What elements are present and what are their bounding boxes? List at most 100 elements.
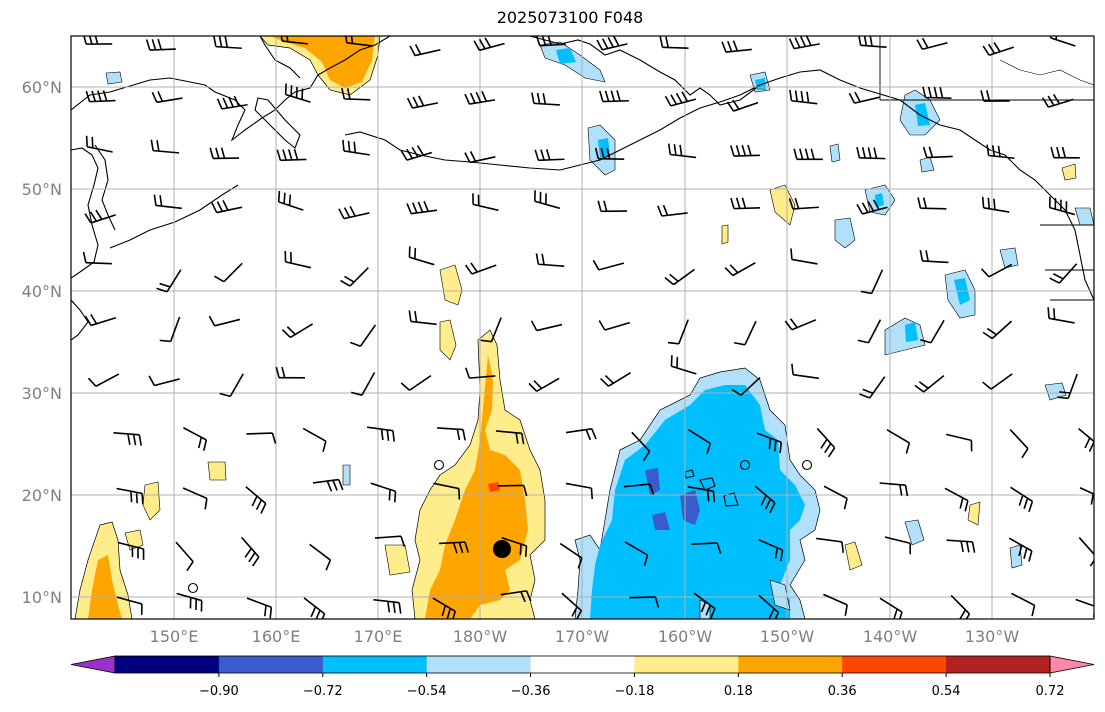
wind-barb [1009, 428, 1029, 450]
wind-barb [950, 594, 971, 615]
wind-barb-flag [271, 432, 277, 444]
wind-barb [302, 427, 327, 442]
wind-barb [410, 320, 437, 326]
wind-barb-flag [345, 36, 348, 43]
wind-barb [539, 43, 566, 47]
wind-barb-flag [408, 310, 412, 322]
wind-barb [495, 430, 522, 435]
wind-barb-flag [613, 36, 620, 47]
wind-barb [538, 263, 565, 268]
wind-barb [884, 536, 911, 545]
wind-barb-flag [1050, 146, 1055, 158]
wind-barb [479, 42, 505, 52]
wind-barb-flag [281, 366, 286, 378]
longitude-tick-label: 170°E [354, 627, 403, 646]
wind-barb-flag [159, 282, 171, 288]
wind-barb-flag [264, 605, 267, 617]
wind-barb-flag [662, 204, 669, 216]
wind-barb [733, 101, 759, 112]
wind-barb [166, 269, 182, 293]
wind-barb-flag [649, 483, 655, 495]
wind-barb-flag [700, 601, 707, 613]
wind-barb [246, 597, 272, 609]
longitude-labels: 150°E 160°E 170°E 180°W 170°W 160°W 150°W 140°W… [150, 627, 1020, 646]
wind-barb [945, 433, 972, 442]
wind-barb-flag [287, 149, 293, 161]
wind-barb-flag [986, 144, 990, 156]
wind-barb-flag [244, 547, 252, 558]
latitude-tick-label: 60°N [22, 78, 62, 97]
wind-barb-flag [478, 38, 486, 50]
colorbar-bin [322, 656, 428, 673]
wind-barb-flag [83, 36, 87, 45]
longitude-tick-label: 140°W [863, 627, 918, 646]
wind-barb-flag [386, 429, 390, 441]
wind-barb-flag [982, 331, 993, 340]
wind-barb-flag [400, 382, 411, 391]
wind-barb [533, 102, 560, 106]
wind-barb [471, 264, 497, 275]
wind-barb [687, 428, 711, 445]
wind-barb-flag [598, 320, 606, 331]
wind-barb [411, 209, 438, 215]
wind-barb-flag [788, 198, 794, 210]
wind-barb [223, 262, 243, 283]
wind-barb-flag [594, 147, 599, 159]
wind-barb-flag [197, 437, 203, 449]
wind-barb-flag [349, 205, 356, 217]
wind-barb [732, 261, 756, 277]
wind-barb [870, 269, 884, 294]
wind-barb-flag [84, 213, 92, 224]
wind-barb [169, 316, 181, 342]
shading-layer [74, 36, 1094, 619]
wind-barb-flag [458, 542, 464, 554]
wind-barb [359, 324, 377, 347]
wind-barb-flag [793, 148, 798, 160]
wind-barb-flag [982, 381, 992, 390]
wind-barb-flag [675, 92, 683, 104]
wind-barb-flag [251, 556, 260, 567]
wind-barb-flag [1061, 146, 1067, 158]
wind-barb-flag [228, 96, 234, 108]
wind-barb [303, 597, 326, 615]
wind-barb-flag [215, 147, 220, 159]
wind-barb-flag [893, 608, 898, 619]
colorbar-bin [634, 656, 739, 673]
wind-barb-flag [204, 498, 208, 510]
wind-barb-flag [848, 93, 856, 104]
wind-barb [791, 319, 817, 331]
wind-barb-flag [1049, 277, 1060, 284]
wind-barb-flag [464, 264, 473, 275]
wind-barb-flag [577, 557, 583, 569]
wind-barb-flag [730, 145, 735, 157]
wind-barb-flag [654, 596, 660, 608]
wind-barb-flag [520, 591, 526, 603]
wind-barb [823, 485, 848, 500]
colorbar-tick-label: 0.36 [828, 684, 857, 699]
wind-barb-flag [928, 146, 934, 158]
wind-barb-flag [599, 90, 604, 102]
wind-barb-flag [525, 590, 532, 602]
latitude-tick-label: 10°N [22, 588, 62, 607]
wind-barb-flag [607, 37, 614, 48]
wind-barb-flag [914, 384, 925, 393]
wind-barb-flag [441, 605, 447, 617]
wind-barb-flag [484, 37, 492, 48]
wind-barb-flag [1031, 605, 1036, 617]
wind-barb-flag [800, 91, 804, 103]
wind-barb [183, 427, 207, 441]
wind-barb-flag [156, 287, 168, 293]
wind-barb [661, 212, 688, 217]
wind-barb [823, 593, 848, 606]
wind-barb [229, 373, 244, 397]
wind-barb [282, 40, 309, 45]
colorbar: −0.90 −0.72 −0.54 −0.36 −0.18 0.18 0.36 0.54 0.7… [70, 655, 1095, 699]
wind-barb-flag [987, 197, 991, 209]
wind-barb [437, 427, 464, 431]
wind-barb-flag [1102, 499, 1104, 510]
wind-barb-flag [591, 428, 597, 440]
wind-barb-flag [412, 202, 418, 214]
wind-barb-flag [810, 148, 815, 160]
latitude-tick-label: 30°N [22, 384, 62, 403]
wind-barb [879, 597, 903, 613]
